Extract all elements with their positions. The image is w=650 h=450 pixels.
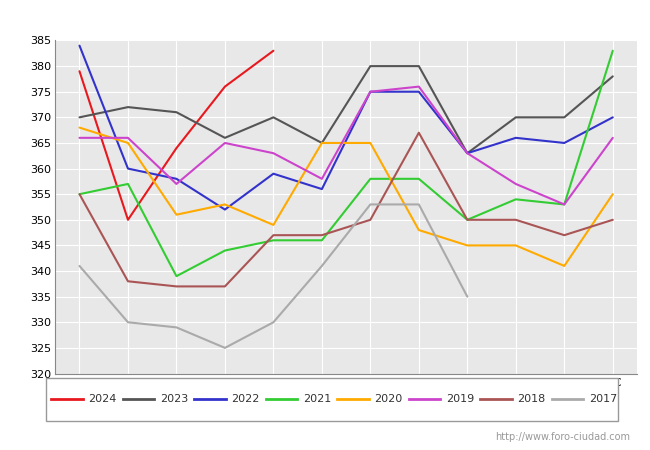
Text: 2021: 2021 <box>303 394 331 405</box>
Text: Afiliados en Fernán Caballero a 31/5/2024: Afiliados en Fernán Caballero a 31/5/202… <box>143 11 507 29</box>
Text: 2018: 2018 <box>517 394 545 405</box>
Text: 2017: 2017 <box>589 394 617 405</box>
Text: 2019: 2019 <box>446 394 474 405</box>
Text: 2024: 2024 <box>88 394 117 405</box>
Text: 2020: 2020 <box>374 394 402 405</box>
FancyBboxPatch shape <box>46 378 617 421</box>
Text: 2023: 2023 <box>160 394 188 405</box>
Text: http://www.foro-ciudad.com: http://www.foro-ciudad.com <box>495 432 630 441</box>
Text: 2022: 2022 <box>231 394 260 405</box>
